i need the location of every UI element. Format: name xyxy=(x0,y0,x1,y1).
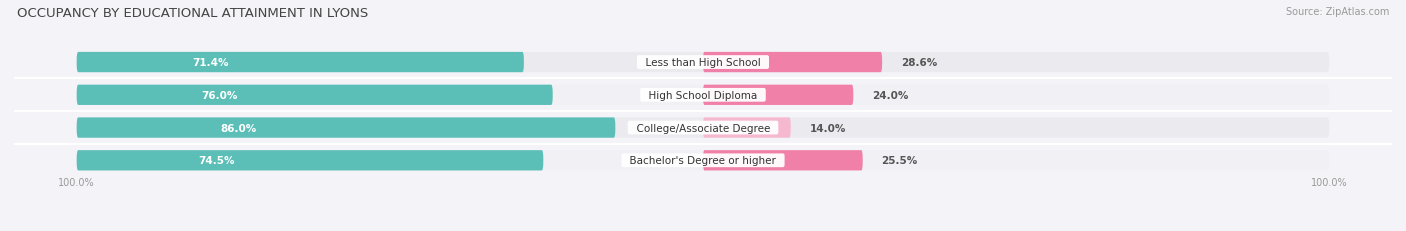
Text: 25.5%: 25.5% xyxy=(882,156,918,166)
Text: 28.6%: 28.6% xyxy=(901,58,938,68)
Text: 71.4%: 71.4% xyxy=(193,58,229,68)
FancyBboxPatch shape xyxy=(703,151,863,171)
Text: High School Diploma: High School Diploma xyxy=(643,90,763,100)
Text: 14.0%: 14.0% xyxy=(810,123,846,133)
FancyBboxPatch shape xyxy=(77,53,1329,73)
FancyBboxPatch shape xyxy=(703,53,882,73)
Text: Bachelor's Degree or higher: Bachelor's Degree or higher xyxy=(623,156,783,166)
Text: 100.0%: 100.0% xyxy=(59,178,96,188)
Text: 86.0%: 86.0% xyxy=(221,123,256,133)
Text: Source: ZipAtlas.com: Source: ZipAtlas.com xyxy=(1285,7,1389,17)
FancyBboxPatch shape xyxy=(77,118,1329,138)
FancyBboxPatch shape xyxy=(77,118,616,138)
Text: 100.0%: 100.0% xyxy=(1310,178,1347,188)
Text: Less than High School: Less than High School xyxy=(638,58,768,68)
Text: 24.0%: 24.0% xyxy=(872,90,908,100)
FancyBboxPatch shape xyxy=(77,151,1329,171)
FancyBboxPatch shape xyxy=(703,118,790,138)
FancyBboxPatch shape xyxy=(703,85,853,106)
Text: 76.0%: 76.0% xyxy=(201,90,238,100)
Text: College/Associate Degree: College/Associate Degree xyxy=(630,123,776,133)
FancyBboxPatch shape xyxy=(77,85,553,106)
Text: 74.5%: 74.5% xyxy=(198,156,235,166)
FancyBboxPatch shape xyxy=(77,53,524,73)
Text: OCCUPANCY BY EDUCATIONAL ATTAINMENT IN LYONS: OCCUPANCY BY EDUCATIONAL ATTAINMENT IN L… xyxy=(17,7,368,20)
FancyBboxPatch shape xyxy=(77,85,1329,106)
FancyBboxPatch shape xyxy=(77,151,543,171)
